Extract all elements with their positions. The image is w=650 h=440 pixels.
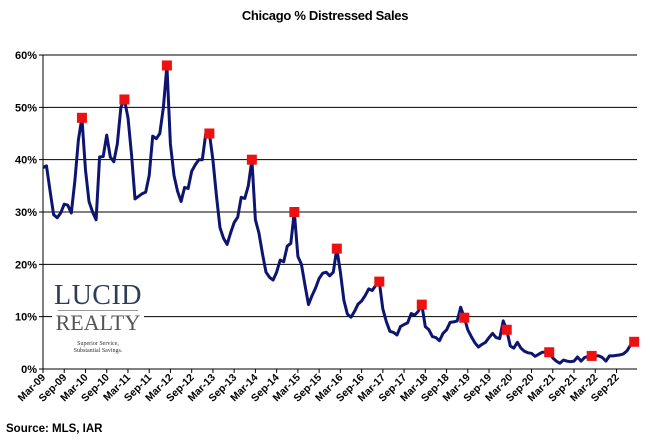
- lucid-realty-logo: LUCID REALTY Superior Service, Substanti…: [52, 282, 144, 362]
- series-line: [42, 64, 636, 365]
- chart-title: Chicago % Distressed Sales: [241, 8, 409, 23]
- highlight-marker: [76, 112, 87, 123]
- highlight-marker: [246, 154, 257, 165]
- highlight-marker: [161, 60, 172, 71]
- highlight-marker: [586, 350, 597, 361]
- y-tick-label: 50%: [15, 102, 37, 114]
- highlight-marker: [501, 324, 512, 335]
- highlight-marker: [629, 336, 640, 347]
- highlight-marker: [374, 276, 385, 287]
- highlight-marker: [289, 207, 300, 217]
- logo-tagline2: Substantial Savings.: [73, 348, 123, 354]
- logo-line2: REALTY: [55, 310, 141, 335]
- y-tick-label: 40%: [15, 155, 37, 167]
- logo-line1: LUCID: [53, 280, 143, 311]
- highlight-marker: [204, 128, 215, 139]
- highlight-marker: [544, 347, 555, 358]
- logo-tagline1: Superior Service,: [77, 341, 119, 347]
- logo-divider: [58, 310, 138, 311]
- highlight-marker: [119, 94, 130, 105]
- source-note: Source: MLS, IAR: [6, 423, 103, 435]
- highlight-marker: [331, 243, 342, 254]
- y-tick-label: 10%: [15, 312, 37, 324]
- y-tick-label: 60%: [15, 50, 37, 62]
- y-tick-label: 0%: [21, 364, 37, 376]
- highlight-marker: [459, 312, 470, 323]
- y-tick-label: 20%: [15, 259, 37, 271]
- highlight-marker: [416, 299, 427, 310]
- y-tick-label: 30%: [15, 207, 37, 219]
